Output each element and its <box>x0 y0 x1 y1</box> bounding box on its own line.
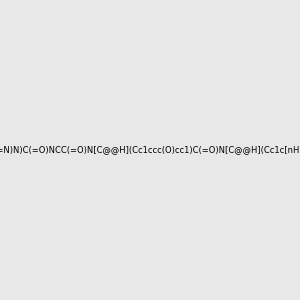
Text: N[C@@H](CCCNC(=N)N)C(=O)NCC(=O)N[C@@H](Cc1ccc(O)cc1)C(=O)N[C@@H](Cc1c[nH]c2ccccc: N[C@@H](CCCNC(=N)N)C(=O)NCC(=O)N[C@@H](C… <box>0 146 300 154</box>
